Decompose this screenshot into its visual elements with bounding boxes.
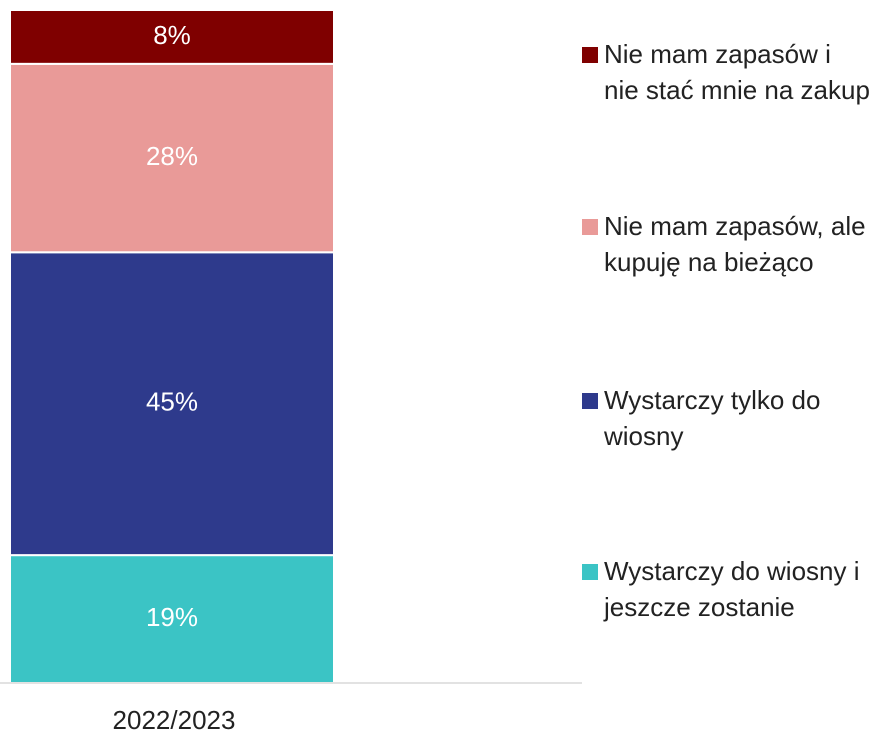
legend-entry: Nie mam zapasów, ale kupuję na bieżąco xyxy=(582,208,872,280)
data-label: 28% xyxy=(146,141,198,171)
legend-swatch xyxy=(582,393,598,409)
legend-entry: Nie mam zapasów i nie stać mnie na zakup xyxy=(582,36,872,108)
data-label: 8% xyxy=(153,20,191,50)
legend-entry: Wystarczy tylko do wiosny xyxy=(582,382,872,454)
legend-label: Nie mam zapasów i nie stać mnie na zakup xyxy=(604,39,870,105)
data-label: 19% xyxy=(146,602,198,632)
data-label: 45% xyxy=(146,387,198,417)
legend-label: Nie mam zapasów, ale kupuję na bieżąco xyxy=(604,211,866,277)
legend-label: Wystarczy tylko do wiosny xyxy=(604,385,821,451)
legend-swatch xyxy=(582,47,598,63)
legend-label: Wystarczy do wiosny i jeszcze zostanie xyxy=(604,556,860,622)
x-tick-label: 2022/2023 xyxy=(113,705,236,735)
bar-segment xyxy=(9,9,335,65)
bar-segment xyxy=(9,251,335,557)
bar-segment xyxy=(9,554,335,685)
legend-entry: Wystarczy do wiosny i jeszcze zostanie xyxy=(582,553,872,625)
legend-swatch xyxy=(582,564,598,580)
legend-swatch xyxy=(582,219,598,235)
